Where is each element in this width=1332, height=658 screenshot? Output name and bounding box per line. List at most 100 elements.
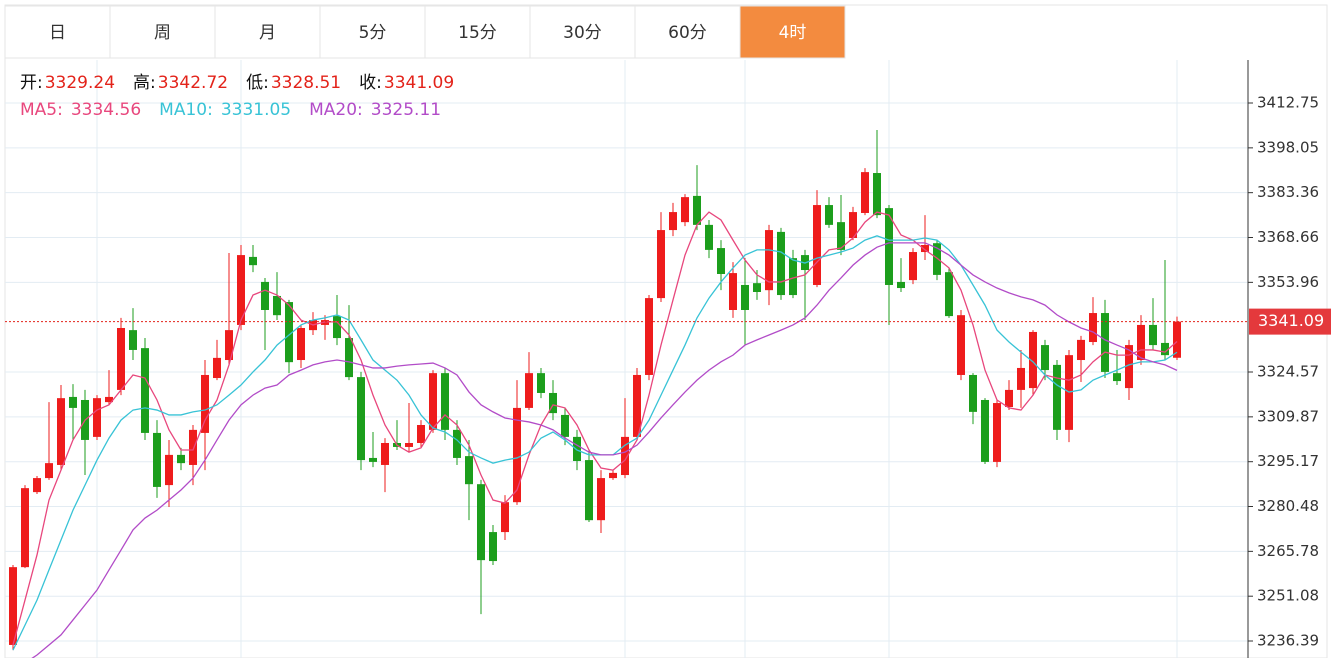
tab[interactable]: 5分 [319, 5, 426, 59]
candle-body [177, 454, 185, 464]
tab-label[interactable]: 4时 [779, 23, 807, 43]
candle-body [1041, 345, 1049, 371]
candle-body [1005, 389, 1013, 408]
candle-body [609, 472, 617, 479]
tab-label[interactable]: 30分 [563, 23, 602, 43]
candle-body [837, 222, 845, 250]
candle-body [777, 231, 785, 296]
candle-body [945, 272, 953, 317]
candle-body [333, 316, 341, 339]
candle-body [1077, 339, 1085, 361]
y-tick-label: 3398.05 [1257, 138, 1319, 156]
candle-body [813, 205, 821, 285]
candle-body [1089, 313, 1097, 343]
candle-body [789, 258, 797, 296]
candle-body [45, 463, 53, 479]
candle-body [921, 245, 929, 253]
plot [9, 130, 1181, 658]
last-price-tag [1249, 308, 1331, 335]
candle-body [57, 398, 65, 465]
candle-body [1161, 342, 1169, 356]
tab-label[interactable]: 5分 [359, 23, 387, 43]
legend-value: 3331.05 [221, 100, 291, 120]
info-value: 3341.09 [384, 73, 454, 93]
candle-body [969, 374, 977, 412]
tab[interactable]: 周 [109, 5, 216, 59]
candle-body [873, 173, 881, 216]
candle-body [465, 456, 473, 485]
candle-body [681, 197, 689, 223]
candle-body [633, 374, 641, 437]
tab-bg[interactable] [529, 5, 636, 59]
tab-label[interactable]: 月 [259, 23, 276, 43]
candle-body [993, 403, 1001, 462]
candle-body [741, 284, 749, 310]
tab[interactable]: 月 [214, 5, 321, 59]
tab[interactable]: 15分 [424, 5, 531, 59]
candle-body [693, 195, 701, 225]
info-label: 收: [359, 73, 382, 93]
candle-body [501, 502, 509, 533]
y-tick-label: 3383.36 [1257, 183, 1319, 201]
candle-body [981, 399, 989, 462]
candle-body [153, 432, 161, 487]
candle-body [237, 255, 245, 325]
tab-label[interactable]: 15分 [458, 23, 497, 43]
candle-body [597, 478, 605, 521]
candle-body [705, 224, 713, 250]
candle-body [1137, 324, 1145, 361]
candle-body [117, 327, 125, 390]
candle-body [225, 330, 233, 361]
candle-body [957, 315, 965, 375]
candle-body [261, 281, 269, 310]
candle-body [657, 230, 665, 299]
y-tick-label: 3309.87 [1257, 407, 1319, 425]
candle-body [9, 567, 17, 645]
candle-body [405, 442, 413, 447]
candle-body [1053, 364, 1061, 430]
candle-body [381, 442, 389, 465]
candle-body [1029, 331, 1037, 389]
candle-body [1017, 367, 1025, 390]
candle-body [441, 373, 449, 430]
candle-body [201, 374, 209, 433]
info-label: 开: [20, 73, 43, 93]
candle-body [1113, 373, 1121, 382]
candle-body [1125, 345, 1133, 389]
ma-line [31, 242, 1178, 658]
candle-body [213, 357, 221, 379]
tab-bg[interactable] [319, 5, 426, 59]
candle-body [753, 283, 761, 292]
tab-bar: 日 周 月 5分 15分 30分 60分 4时 [4, 5, 846, 59]
legend-name: MA10: [159, 100, 213, 120]
tab-bg[interactable] [4, 5, 111, 59]
candle-body [165, 454, 173, 486]
info-value: 3342.72 [158, 73, 228, 93]
candle-body [537, 373, 545, 393]
tab[interactable]: 30分 [529, 5, 636, 59]
candle-body [453, 429, 461, 458]
tab-bg[interactable] [109, 5, 216, 59]
candle-body [765, 230, 773, 291]
candle-body [621, 436, 629, 476]
info-label: 低: [246, 73, 269, 93]
tab-label[interactable]: 60分 [668, 23, 707, 43]
legend-name: MA5: [20, 100, 63, 120]
info-value: 3328.51 [271, 73, 341, 93]
tab-label[interactable]: 周 [154, 23, 171, 43]
info-label: 高: [133, 73, 156, 93]
tab[interactable]: 4时 [739, 5, 846, 59]
tab[interactable]: 日 [4, 5, 111, 59]
tab-label[interactable]: 日 [49, 23, 66, 43]
candle-body [93, 398, 101, 437]
tab-bg[interactable] [424, 5, 531, 59]
legend-value: 3325.11 [371, 100, 441, 120]
tab-bg[interactable] [214, 5, 321, 59]
candle-body [249, 256, 257, 266]
y-tick-label: 3353.96 [1257, 273, 1319, 291]
grid [5, 60, 1248, 658]
tab-bg[interactable] [739, 5, 846, 59]
tab[interactable]: 60分 [634, 5, 741, 59]
candle-body [345, 338, 353, 378]
candle-body [825, 205, 833, 225]
